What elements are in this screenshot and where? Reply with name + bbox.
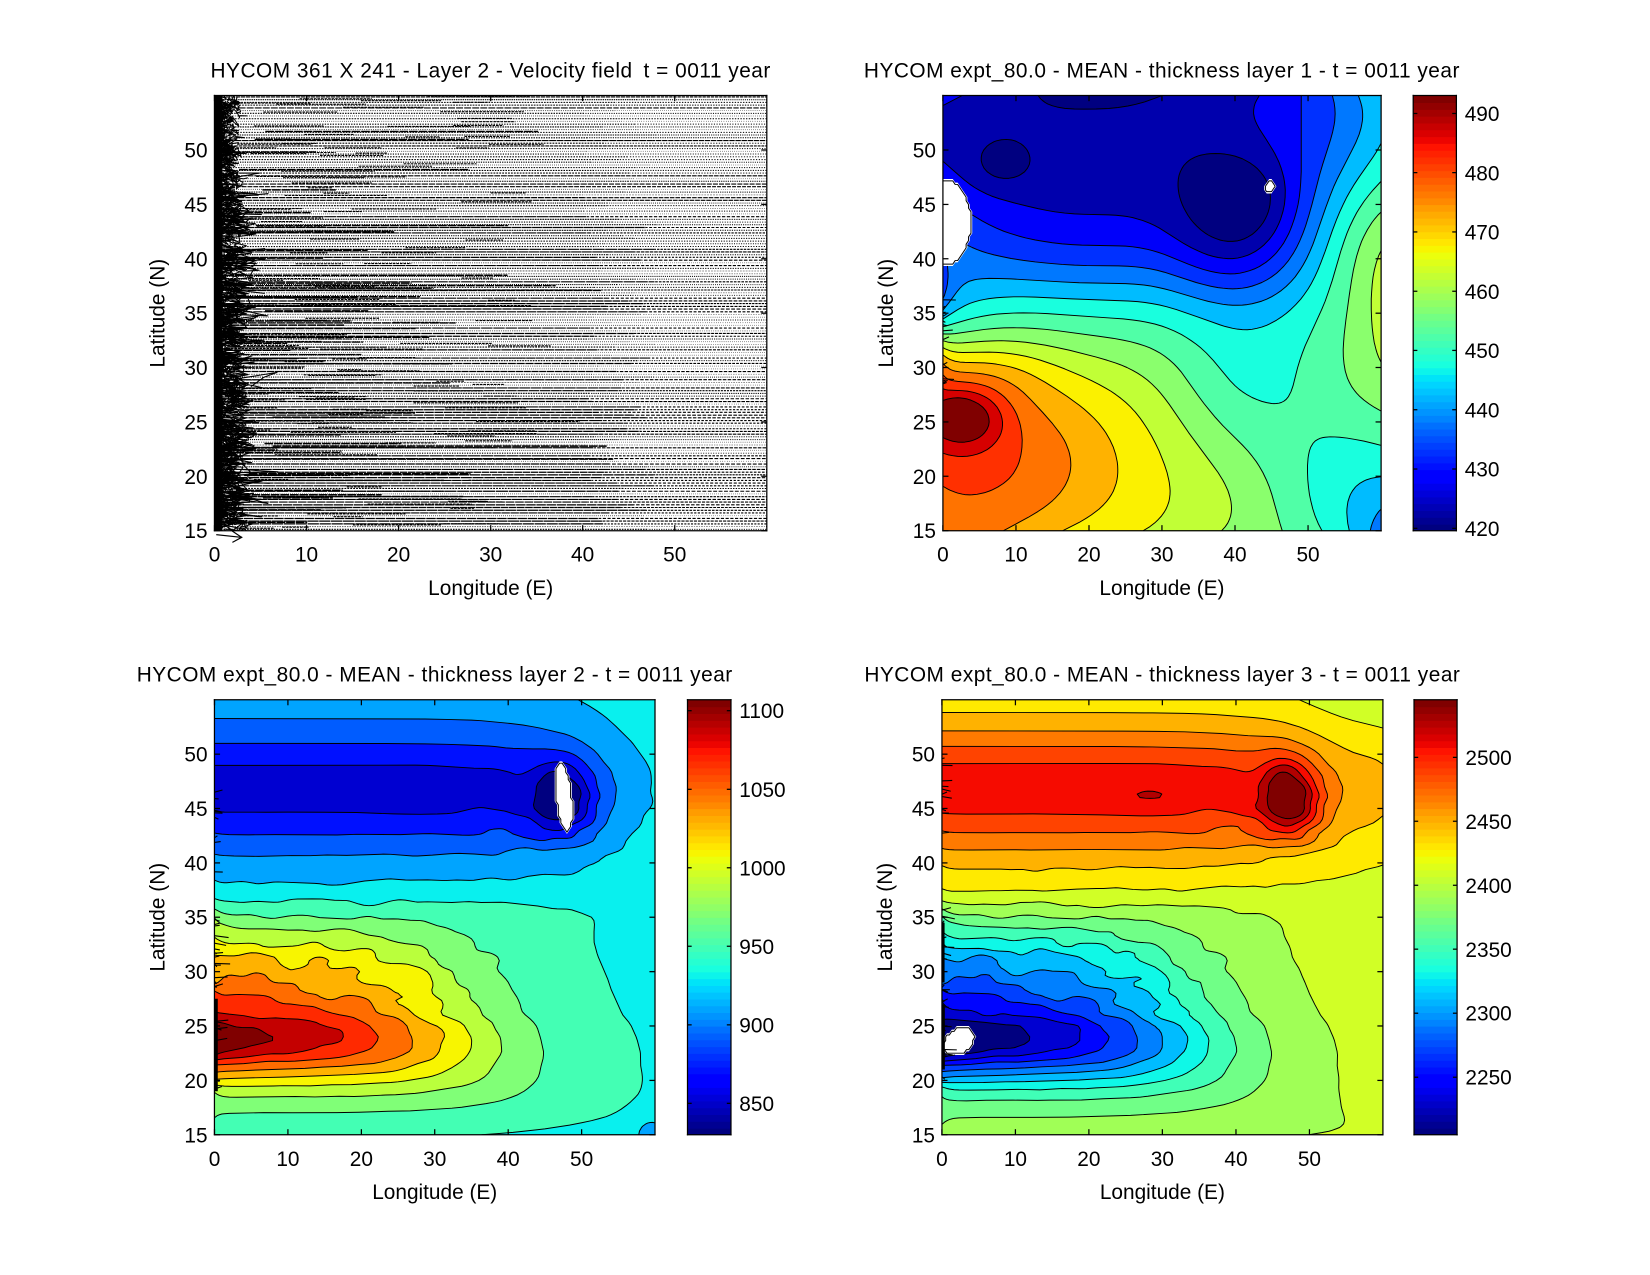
svg-text:HYCOM expt_80.0 - MEAN - thick: HYCOM expt_80.0 - MEAN - thickness layer… [137,664,733,687]
svg-text:490: 490 [1465,103,1500,126]
svg-text:40: 40 [184,248,207,271]
svg-text:440: 440 [1465,399,1500,422]
svg-text:2250: 2250 [1465,1067,1511,1090]
svg-text:480: 480 [1465,162,1500,185]
svg-text:50: 50 [184,744,207,767]
svg-text:30: 30 [1151,1148,1174,1171]
svg-text:Longitude (E): Longitude (E) [1099,577,1224,600]
svg-text:Longitude (E): Longitude (E) [372,1181,497,1204]
svg-text:40: 40 [1223,544,1246,567]
svg-text:20: 20 [1077,1148,1100,1171]
svg-text:0: 0 [209,1148,221,1171]
svg-text:25: 25 [912,1015,935,1038]
svg-text:15: 15 [913,520,936,543]
svg-text:430: 430 [1465,459,1500,482]
svg-text:45: 45 [184,194,207,217]
svg-text:50: 50 [1298,1148,1321,1171]
svg-text:45: 45 [184,798,207,821]
svg-text:30: 30 [913,357,936,380]
svg-text:25: 25 [913,411,936,434]
svg-text:15: 15 [184,520,207,543]
svg-text:850: 850 [739,1093,774,1116]
svg-text:10: 10 [1004,1148,1027,1171]
svg-text:25: 25 [184,1015,207,1038]
svg-text:30: 30 [479,544,502,567]
svg-text:1100: 1100 [739,700,784,723]
svg-text:30: 30 [912,961,935,984]
svg-text:Latitude (N): Latitude (N) [875,259,898,368]
svg-text:20: 20 [387,544,410,567]
svg-text:950: 950 [739,936,774,959]
svg-text:15: 15 [912,1124,935,1147]
svg-text:Longitude (E): Longitude (E) [428,577,553,600]
svg-text:470: 470 [1465,221,1500,244]
svg-text:2450: 2450 [1465,811,1511,834]
svg-text:30: 30 [1150,544,1173,567]
svg-text:0: 0 [209,544,221,567]
svg-text:30: 30 [423,1148,446,1171]
svg-text:35: 35 [912,907,935,930]
svg-text:HYCOM 361 X 241 - Layer 2 - Ve: HYCOM 361 X 241 - Layer 2 - Velocity fie… [211,60,771,83]
svg-text:35: 35 [913,303,936,326]
svg-text:50: 50 [663,544,686,567]
svg-text:45: 45 [912,798,935,821]
svg-text:30: 30 [184,357,207,380]
svg-text:20: 20 [913,466,936,489]
svg-text:Longitude (E): Longitude (E) [1100,1181,1225,1204]
svg-text:420: 420 [1465,518,1500,541]
svg-text:10: 10 [276,1148,299,1171]
svg-text:50: 50 [913,140,936,163]
svg-text:1000: 1000 [739,857,785,880]
svg-text:20: 20 [184,466,207,489]
svg-text:40: 40 [913,248,936,271]
svg-text:10: 10 [1004,544,1027,567]
svg-text:20: 20 [1077,544,1100,567]
svg-text:45: 45 [913,194,936,217]
svg-text:40: 40 [571,544,594,567]
svg-text:30: 30 [184,961,207,984]
svg-text:900: 900 [739,1014,774,1037]
svg-text:460: 460 [1465,281,1500,304]
svg-text:1050: 1050 [739,779,785,802]
svg-text:40: 40 [912,852,935,875]
svg-text:35: 35 [184,303,207,326]
svg-text:Latitude (N): Latitude (N) [147,863,170,972]
svg-text:Latitude (N): Latitude (N) [874,863,897,972]
svg-text:50: 50 [912,744,935,767]
svg-text:10: 10 [295,544,318,567]
svg-text:0: 0 [936,1148,948,1171]
svg-text:2400: 2400 [1465,875,1511,898]
svg-text:20: 20 [912,1070,935,1093]
svg-text:0: 0 [937,544,949,567]
svg-text:35: 35 [184,907,207,930]
svg-text:40: 40 [497,1148,520,1171]
svg-text:40: 40 [184,852,207,875]
svg-text:40: 40 [1224,1148,1247,1171]
svg-text:20: 20 [184,1070,207,1093]
svg-text:2300: 2300 [1465,1003,1511,1026]
svg-text:50: 50 [570,1148,593,1171]
svg-text:HYCOM expt_80.0 - MEAN - thick: HYCOM expt_80.0 - MEAN - thickness layer… [864,60,1460,83]
svg-text:2500: 2500 [1465,747,1511,770]
svg-text:25: 25 [184,411,207,434]
svg-text:450: 450 [1465,340,1500,363]
svg-text:HYCOM expt_80.0 - MEAN - thick: HYCOM expt_80.0 - MEAN - thickness layer… [864,664,1460,687]
svg-text:15: 15 [184,1124,207,1147]
svg-text:50: 50 [1296,544,1319,567]
svg-text:2350: 2350 [1465,939,1511,962]
svg-text:50: 50 [184,140,207,163]
svg-text:Latitude (N): Latitude (N) [147,259,170,368]
svg-text:20: 20 [350,1148,373,1171]
